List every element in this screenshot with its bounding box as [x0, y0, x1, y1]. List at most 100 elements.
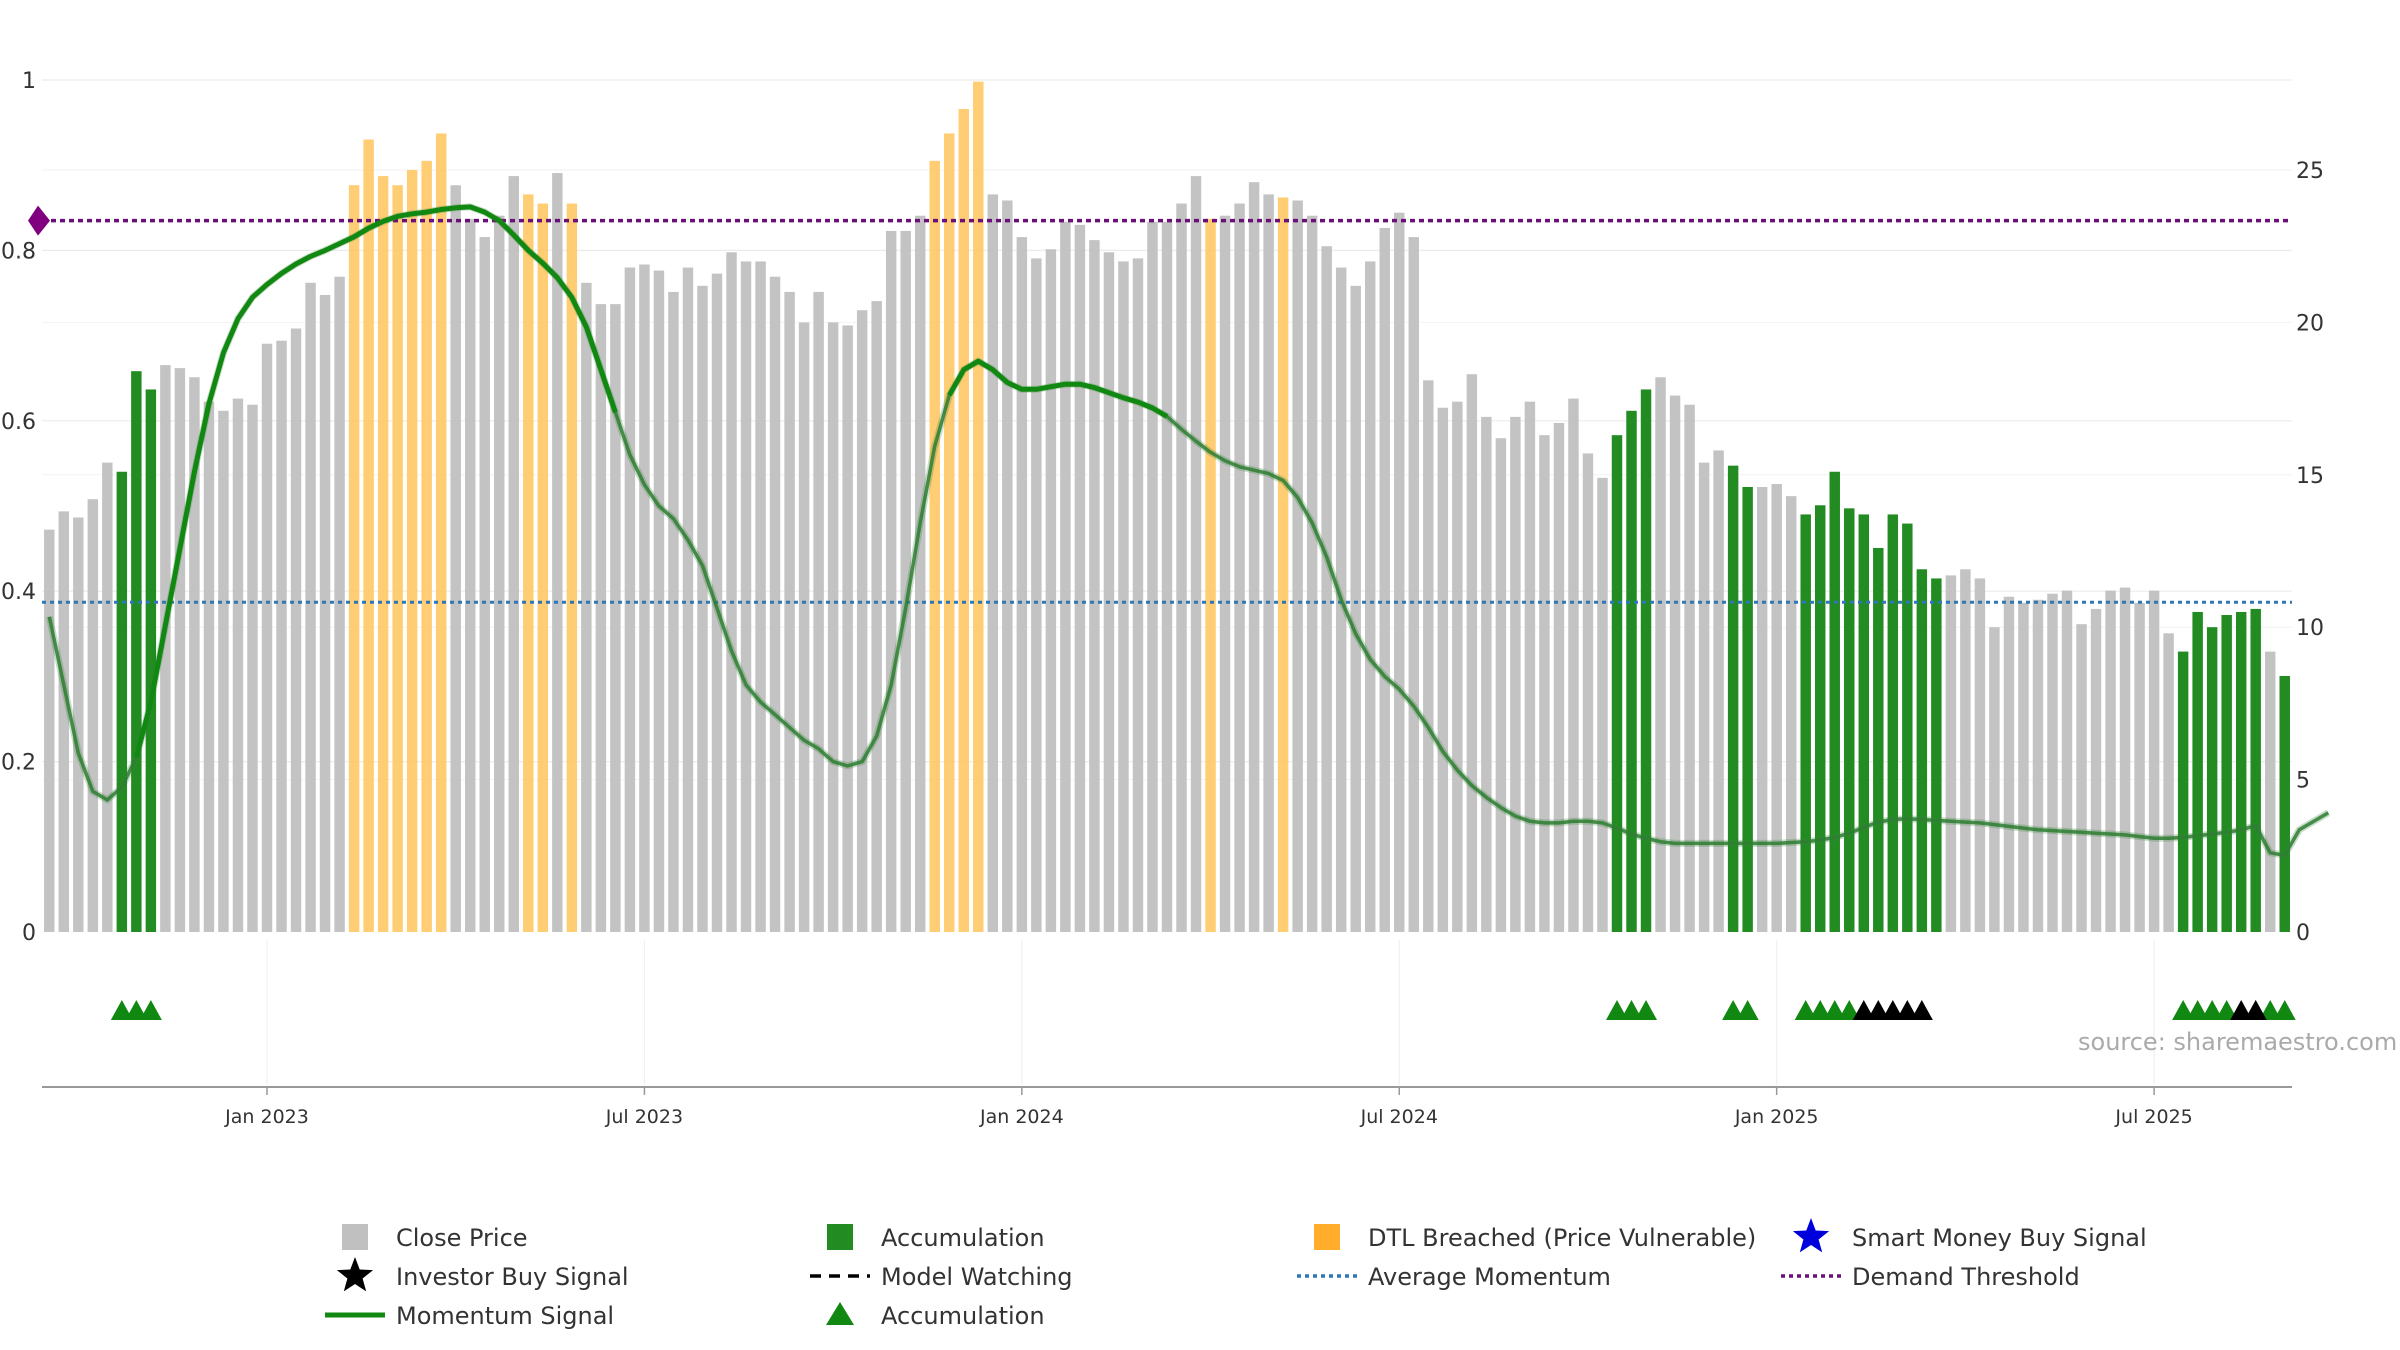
accumulation-triangle-marker [139, 1000, 162, 1020]
close-price-bar [1045, 249, 1057, 933]
close-price-bar [218, 410, 229, 932]
investor-signal-marker [1852, 1000, 1875, 1020]
accumulation-bar [2250, 608, 2261, 932]
signal-strip [110, 1000, 2296, 1020]
momentum-signal-strong [947, 358, 1169, 419]
investor-signal-marker [2230, 1000, 2253, 1020]
close-price-bar [755, 261, 766, 932]
source-label: source: sharemaestro.com [2078, 1028, 2397, 1056]
close-price-bar [1539, 435, 1550, 932]
accumulation-triangle-marker [2172, 1000, 2195, 1020]
close-price-bar [44, 529, 55, 932]
close-price-bar [1176, 203, 1187, 932]
close-price-bar [2119, 587, 2131, 932]
close-price-bar [682, 267, 694, 932]
close-price-bar [1089, 240, 1100, 932]
close-price-bar [595, 304, 607, 932]
investor-signal-marker [1881, 1000, 1904, 1020]
close-price-bar [1756, 486, 1768, 932]
dtl-breached-bar [973, 81, 984, 932]
left-axis: 0 0.2 0.4 0.6 0.8 1 [1, 69, 36, 946]
accumulation-triangle-marker [2201, 1000, 2224, 1020]
close-price-bar [174, 368, 186, 932]
close-price-bar [842, 325, 853, 932]
accumulation-bar [1931, 578, 1942, 932]
close-price-bar [1248, 182, 1260, 932]
momentum-signal-line [47, 205, 2330, 858]
accumulation-bar [2279, 675, 2290, 932]
black-star-icon [336, 1257, 374, 1292]
accumulation-bar [1916, 569, 1928, 932]
close-price-bar [261, 343, 273, 933]
close-price-bar [1365, 261, 1376, 932]
accumulation-bar [2221, 615, 2232, 932]
legend-label: Close Price [396, 1224, 528, 1252]
close-price-bar [552, 173, 563, 933]
close-price-bar [1669, 395, 1681, 932]
accumulation-bar [1887, 514, 1899, 932]
accumulation-triangle-marker [1606, 1000, 1628, 1020]
close-price-bar [1408, 237, 1419, 932]
blue-star-icon [1792, 1218, 1830, 1253]
close-price-bar [900, 230, 911, 932]
close-price-bar [479, 237, 490, 932]
investor-signal-marker [2244, 1000, 2267, 1020]
close-price-bar [1350, 285, 1361, 933]
accumulation-triangle-marker [110, 1000, 133, 1020]
legend-label: Smart Money Buy Signal [1852, 1224, 2147, 1252]
close-price-bar [73, 517, 84, 932]
close-price-bar [1292, 200, 1303, 933]
close-price-bar [1002, 200, 1013, 933]
close-price-bar [58, 511, 69, 932]
orange-square-icon [1314, 1224, 1340, 1250]
close-price-bar [247, 404, 258, 932]
threshold-layer [28, 205, 2292, 604]
close-price-bar [813, 291, 824, 932]
close-price-bar [1698, 462, 1710, 932]
left-axis-tick-label: 0 [22, 921, 36, 946]
accumulation-triangle-marker [1823, 1000, 1846, 1020]
x-axis: Jan 2023 Jul 2023 Jan 2024 Jul 2024 Jan 2025… [42, 1086, 2292, 1128]
close-price-bar [798, 322, 810, 932]
close-price-bar [160, 365, 171, 932]
close-price-bar [668, 291, 679, 932]
dtl-breached-bar [435, 133, 447, 932]
accumulation-bar [131, 371, 142, 933]
momentum-layer [45, 203, 2331, 859]
accumulation-bar [1611, 435, 1623, 932]
close-price-bar [827, 322, 839, 932]
accumulation-triangle-marker [2273, 1000, 2296, 1020]
accumulation-bar [1858, 514, 1869, 932]
close-price-bar [1437, 407, 1449, 932]
accumulation-triangle-marker [1838, 1000, 1861, 1020]
close-price-bar [610, 304, 621, 932]
close-price-bar [726, 252, 737, 932]
close-price-bar [1321, 246, 1332, 932]
legend: Close Price Investor Buy Signal Momentum S… [325, 1218, 2147, 1330]
dtl-breached-bar [377, 176, 389, 932]
left-axis-tick-label: 1 [22, 69, 36, 94]
accumulation-bar [2235, 611, 2247, 932]
close-price-bar [1524, 401, 1536, 932]
accumulation-bar [1742, 486, 1753, 932]
close-price-bar [319, 294, 331, 932]
close-price-bar [494, 215, 505, 933]
momentum-signal-halo [45, 203, 2331, 859]
accumulation-bar [1640, 389, 1652, 932]
close-price-bar [1989, 627, 2000, 932]
close-price-bar [1481, 416, 1492, 932]
close-price-bar [87, 499, 99, 932]
close-price-bar [1394, 212, 1405, 932]
close-price-bar [2076, 624, 2087, 932]
close-price-bar [1118, 261, 1129, 932]
right-axis-tick-label: 20 [2296, 311, 2324, 336]
close-price-bar [1263, 194, 1274, 932]
left-axis-tick-label: 0.2 [1, 751, 36, 776]
close-price-bar [290, 328, 302, 933]
close-price-bar [740, 261, 752, 932]
right-axis-tick-label: 25 [2296, 159, 2324, 184]
right-axis: 0 5 10 15 20 25 [2296, 159, 2324, 946]
close-price-bar [2032, 599, 2044, 932]
close-price-bar [1132, 258, 1144, 933]
close-price-bar [987, 194, 999, 932]
